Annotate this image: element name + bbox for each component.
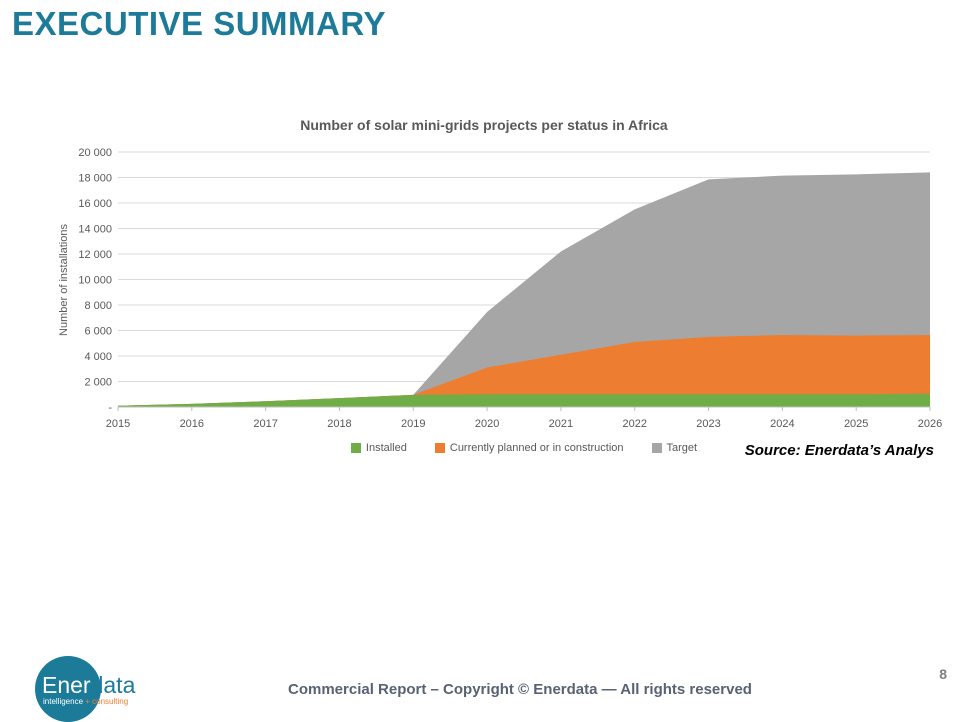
legend-swatch	[350, 443, 361, 453]
logo-wordmark: Enerdata	[42, 674, 135, 697]
x-tick-label: 2023	[696, 418, 720, 430]
stacked-area-chart: Number of solar mini-grids projects per …	[58, 117, 942, 430]
page-number: 8	[939, 666, 947, 682]
legend-swatch	[434, 443, 445, 453]
x-tick-label: 2019	[401, 418, 425, 430]
source-note: Source: Enerdata’s Analys	[744, 442, 934, 459]
y-tick-label: 14 000	[78, 224, 112, 236]
y-axis-title: Number of installations	[58, 224, 70, 336]
x-tick-label: 2025	[844, 418, 868, 430]
x-tick-label: 2026	[918, 418, 942, 430]
logo-circle	[35, 656, 101, 722]
x-tick-label: 2017	[253, 418, 277, 430]
y-tick-label: 6 000	[84, 326, 112, 338]
y-tick-label: -	[108, 402, 112, 414]
x-tick-label: 2024	[770, 418, 794, 430]
x-tick-label: 2015	[106, 418, 130, 430]
logo-wordmark-data: data	[90, 672, 136, 698]
logo-tagline-consulting: + consulting	[85, 697, 129, 706]
x-tick-label: 2020	[475, 418, 499, 430]
chart-legend: Installed Currently planned or in constru…	[118, 442, 930, 454]
legend-item: Installed	[350, 442, 407, 454]
y-tick-label: 18 000	[78, 173, 112, 185]
gridlines	[118, 151, 930, 382]
y-tick-label: 4 000	[84, 351, 112, 363]
legend-label: Currently planned or in construction	[449, 442, 624, 454]
y-tick-label: 12 000	[78, 249, 112, 261]
logo-tagline-intelligence: intelligence	[43, 697, 84, 706]
legend-label: Target	[666, 442, 698, 454]
x-axis	[117, 406, 931, 411]
area-series	[118, 172, 930, 407]
legend-label: Installed	[365, 442, 407, 454]
legend-item: Target	[651, 442, 698, 454]
x-tick-label: 2022	[622, 418, 646, 430]
y-tick-label: 2 000	[84, 377, 112, 389]
logo-tagline: intelligence + consulting	[43, 698, 128, 706]
enerdata-logo: Enerdata intelligence + consulting	[35, 652, 170, 722]
area-installed	[118, 393, 930, 407]
legend-item: Currently planned or in construction	[434, 442, 624, 454]
y-tick-label: 20 000	[78, 147, 112, 159]
x-tick-label: 2021	[549, 418, 573, 430]
y-tick-label: 10 000	[78, 275, 112, 287]
logo-wordmark-ener: Ener	[42, 672, 91, 698]
y-tick-labels: - 2 000 4 000 6 000 8 000 10 000 12 000 14 000 1…	[78, 147, 112, 414]
chart-title: Number of solar mini-grids projects per …	[300, 117, 668, 133]
page-title: EXECUTIVE SUMMARY	[12, 5, 386, 42]
x-tick-label: 2018	[327, 418, 351, 430]
legend-swatch	[651, 443, 662, 453]
x-tick-labels: 2015 2016 2017 2018 2019 2020 2021 2022 2023 2024…	[106, 418, 942, 430]
footer-copyright: Commercial Report – Copyright © Enerdata…	[288, 681, 752, 698]
y-tick-label: 16 000	[78, 198, 112, 210]
y-tick-label: 8 000	[84, 300, 112, 312]
x-tick-label: 2016	[180, 418, 204, 430]
area-planned	[118, 334, 930, 407]
